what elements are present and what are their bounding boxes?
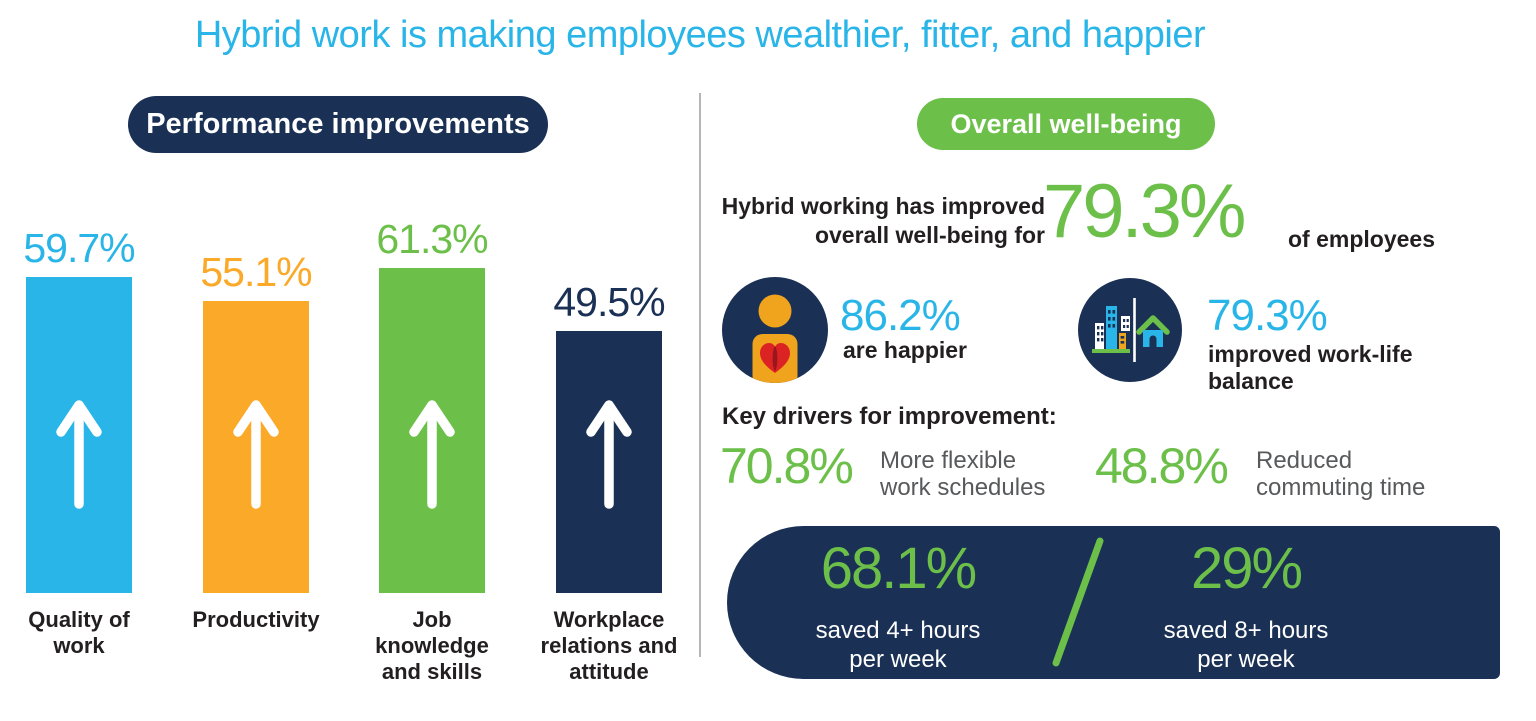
saved-8plus-value: 29%	[1190, 536, 1303, 601]
up-arrow-icon	[56, 400, 102, 509]
driver-commuting-label: Reduced commuting time	[1256, 447, 1426, 501]
bar-workplace-relations	[556, 331, 662, 593]
overall-wellbeing-header-label: Overall well-being	[950, 108, 1182, 139]
bar-value-label: 55.1%	[200, 249, 312, 295]
saved-4plus-label: saved 4+ hours per week	[815, 617, 981, 673]
saved-8plus-label: saved 8+ hours per week	[1163, 617, 1329, 673]
up-arrow-icon	[233, 400, 279, 509]
key-drivers-heading: Key drivers for improvement:	[722, 403, 1057, 430]
bar-value-label: 61.3%	[376, 216, 488, 262]
worklife-stat-value: 79.3%	[1207, 291, 1328, 340]
up-arrow-icon	[586, 400, 632, 509]
driver-flexible-value: 70.8%	[720, 438, 854, 494]
driver-flexible-label: More flexible work schedules	[880, 447, 1046, 501]
wellbeing-hero-suffix: of employees	[1288, 226, 1435, 252]
happier-stat-value: 86.2%	[840, 291, 961, 340]
bar-category-label: Workplace relations and attitude	[540, 607, 678, 684]
worklife-stat-label: improved work-life balance	[1208, 341, 1413, 394]
bar-productivity	[203, 301, 309, 593]
performance-improvements-header-label: Performance improvements	[146, 108, 530, 140]
slash-divider-icon	[1052, 537, 1104, 667]
bar-quality-of-work	[26, 277, 132, 593]
bar-value-label: 59.7%	[23, 225, 135, 271]
wellbeing-intro-text: Hybrid working has improved overall well…	[721, 193, 1045, 248]
city-home-icon	[1078, 278, 1182, 382]
bar-job-knowledge	[379, 268, 485, 593]
city-buildings	[1092, 306, 1130, 353]
bar-group-job-knowledge: 61.3% Job knowledge and skills	[375, 0, 489, 721]
up-arrow-icon	[409, 400, 455, 509]
bar-category-label: Productivity	[192, 607, 320, 632]
person-heart-icon	[722, 277, 828, 383]
bar-category-label: Job knowledge and skills	[375, 607, 489, 684]
overall-wellbeing-header-pill: Overall well-being	[917, 98, 1215, 150]
bar-group-quality-of-work: 59.7% Quality of work	[23, 0, 135, 721]
time-saved-panel: 68.1% saved 4+ hours per week 29% saved …	[727, 526, 1500, 679]
wellbeing-hero-value: 79.3%	[1043, 169, 1246, 254]
bar-group-workplace-relations: 49.5% Workplace relations and attitude	[541, 0, 678, 721]
bar-group-productivity: 55.1% Productivity	[192, 0, 319, 721]
home	[1136, 315, 1170, 347]
section-divider-line	[699, 93, 701, 657]
bar-category-label: Quality of work	[28, 607, 130, 658]
saved-4plus-value: 68.1%	[820, 536, 977, 601]
bar-value-label: 49.5%	[553, 279, 665, 325]
performance-improvements-header-pill: Performance improvements	[128, 96, 548, 153]
page-title: Hybrid work is making employees wealthie…	[194, 14, 1206, 56]
driver-commuting-value: 48.8%	[1095, 438, 1229, 494]
happier-stat-label: are happier	[843, 337, 967, 363]
